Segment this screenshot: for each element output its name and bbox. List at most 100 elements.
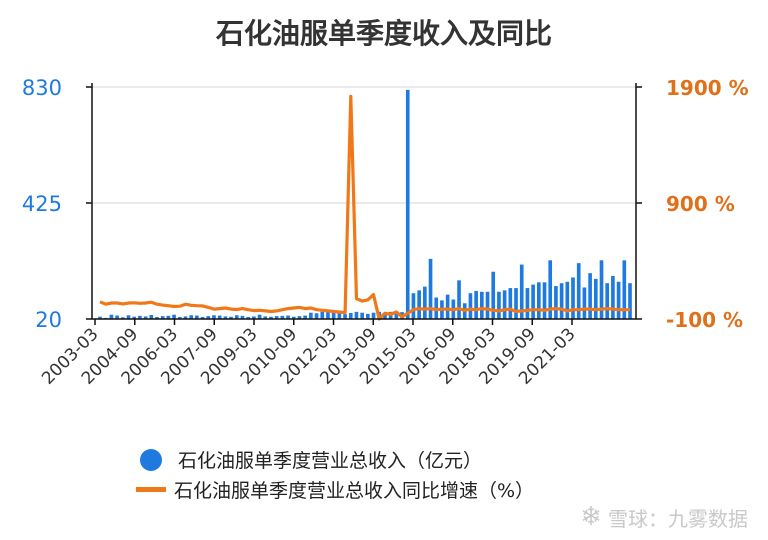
- bar: [502, 290, 507, 319]
- bar: [212, 315, 216, 319]
- bar: [115, 315, 119, 319]
- bar: [542, 282, 547, 319]
- left-tick-label: 830: [22, 76, 62, 100]
- right-axis-ticks: 1900 % 900 % -100 %: [636, 76, 749, 332]
- line-series: [99, 94, 630, 321]
- bar: [274, 316, 279, 319]
- bar: [423, 286, 427, 319]
- bar: [326, 310, 330, 319]
- growth-line: [99, 94, 630, 321]
- bar: [252, 316, 256, 319]
- chart-svg: 830 425 20 1900 % 900 % -100 % 2003-032004-0…: [22, 76, 749, 389]
- bar: [280, 315, 285, 319]
- bar: [405, 89, 410, 319]
- bar: [536, 282, 541, 319]
- bar-series: [98, 89, 632, 319]
- bar: [143, 316, 148, 319]
- bar: [366, 313, 370, 319]
- bar: [155, 316, 159, 319]
- watermark: ❄ 雪球：九雾数据: [580, 502, 748, 532]
- bar: [297, 316, 302, 319]
- bar: [160, 316, 165, 319]
- legend-bar: 石化油服单季度营业总收入（亿元）: [140, 446, 482, 473]
- bar: [519, 264, 524, 319]
- bar: [371, 312, 376, 319]
- bar: [206, 316, 211, 319]
- bar: [229, 316, 233, 319]
- bar: [497, 291, 501, 319]
- legend-bar-label: 石化油服单季度营业总收入（亿元）: [178, 450, 483, 472]
- bar: [337, 313, 342, 319]
- bar: [554, 286, 558, 319]
- bar: [286, 315, 290, 319]
- bar: [582, 287, 587, 319]
- bar: [628, 283, 632, 319]
- bar: [331, 310, 336, 319]
- bar: [548, 260, 553, 319]
- bar: [616, 281, 621, 319]
- bar: [138, 315, 142, 319]
- bar: [263, 316, 268, 319]
- bar: [314, 313, 319, 319]
- bar: [291, 316, 296, 319]
- bar: [428, 258, 433, 319]
- grid-lines: [92, 86, 636, 204]
- chart-title: 石化油服单季度收入及同比: [215, 17, 552, 50]
- watermark-text: 雪球：九雾数据: [608, 506, 748, 531]
- bar: [508, 288, 513, 319]
- bar: [593, 278, 598, 319]
- bar: [177, 316, 182, 319]
- bar: [394, 311, 399, 319]
- axes: [91, 83, 637, 320]
- bar: [240, 315, 245, 319]
- bar: [588, 273, 592, 319]
- bar: [531, 284, 535, 319]
- legend-bar-swatch: [140, 448, 162, 471]
- bar: [611, 276, 615, 319]
- bar: [348, 312, 353, 319]
- legend-line: 石化油服单季度营业总收入同比增速（%）: [136, 476, 535, 503]
- bar: [605, 283, 610, 319]
- snowball-icon: ❄: [580, 502, 602, 532]
- bar: [166, 315, 171, 319]
- bar: [98, 316, 102, 319]
- bar: [120, 317, 125, 319]
- legend-line-label: 石化油服单季度营业总收入同比增速（%）: [174, 480, 535, 502]
- bar: [172, 314, 176, 319]
- left-tick-label: 20: [35, 308, 62, 332]
- right-tick-label: 900 %: [666, 192, 735, 216]
- bar: [599, 260, 604, 319]
- bar: [126, 315, 131, 319]
- bar: [571, 277, 575, 319]
- bar: [234, 315, 239, 319]
- bar: [343, 314, 347, 319]
- bar: [480, 291, 484, 319]
- bar: [514, 288, 518, 319]
- right-tick-label: 1900 %: [666, 76, 749, 100]
- bar: [559, 283, 564, 319]
- bar: [468, 293, 473, 319]
- bar: [195, 315, 199, 319]
- bar: [485, 291, 490, 319]
- bar: [189, 315, 194, 319]
- x-axis-ticks: 2003-032004-092006-032007-092009-032010-…: [38, 319, 580, 389]
- bar: [246, 316, 250, 319]
- bar: [622, 260, 627, 319]
- bar: [309, 312, 313, 319]
- bar: [149, 314, 154, 319]
- bar: [257, 314, 262, 319]
- bar: [457, 280, 461, 319]
- left-axis-ticks: 830 425 20: [22, 76, 92, 332]
- bar: [217, 315, 222, 319]
- bar: [565, 281, 570, 319]
- bar: [200, 316, 205, 319]
- legend-line-swatch: [136, 487, 166, 492]
- bar: [354, 311, 359, 319]
- bar: [445, 294, 450, 319]
- bar: [183, 316, 188, 319]
- bar: [360, 312, 364, 319]
- bar: [525, 288, 530, 319]
- bar: [417, 290, 421, 319]
- bar: [491, 271, 496, 319]
- bar: [109, 314, 114, 319]
